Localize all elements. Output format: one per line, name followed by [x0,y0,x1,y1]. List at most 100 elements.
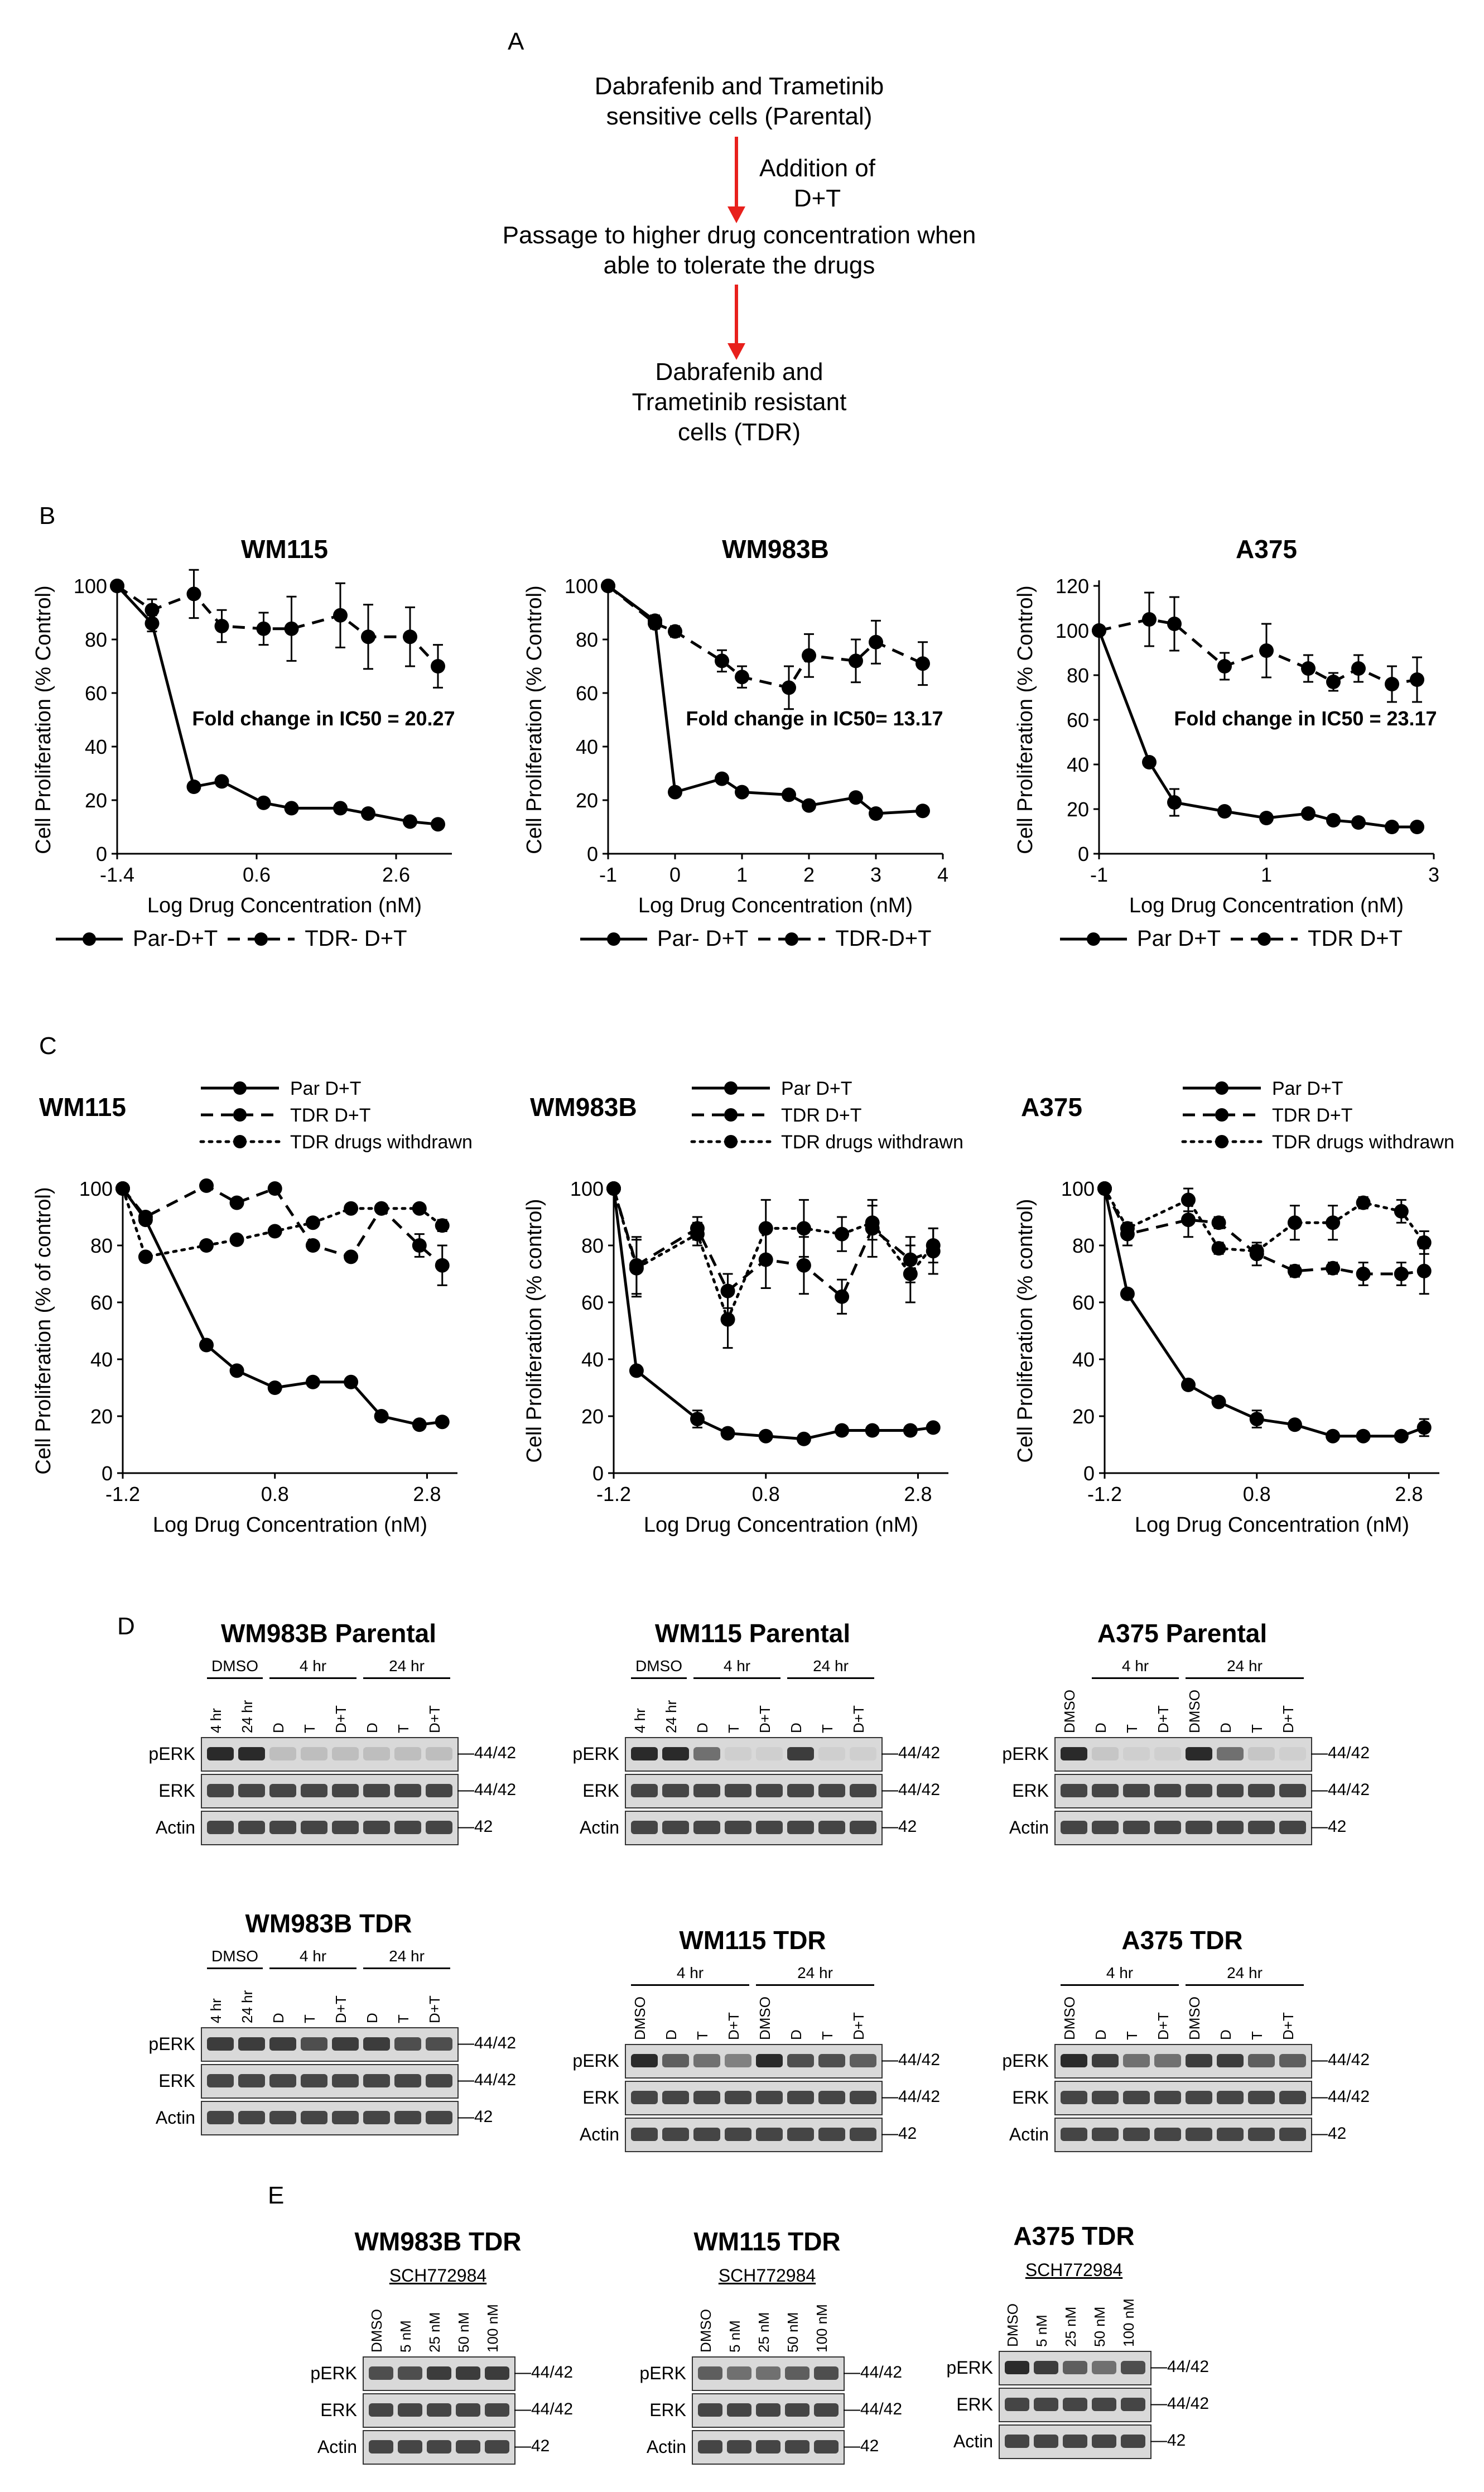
blot-band [662,1747,689,1760]
lane-label: T [395,2014,412,2023]
series-line-solid [121,1187,443,1426]
lane-group-label: DMSO [211,1947,258,1965]
blot-band [301,2111,327,2124]
data-point [1385,820,1399,834]
blot-band [662,1821,689,1834]
blot-band [631,2054,658,2067]
data-point [138,1249,153,1264]
blot-band [238,1747,265,1760]
data-point [735,785,749,800]
lane-label: T [1249,1724,1265,1733]
data-point [1167,617,1182,631]
blot-band [1092,1747,1119,1760]
blot-band [1121,2435,1145,2448]
blot-band [785,2403,810,2417]
blot-row-label: ERK [1012,1781,1049,1801]
data-point [1301,806,1316,821]
blot-band [814,2366,839,2380]
blot-band [850,2128,876,2141]
y-tick-label: 80 [1067,664,1089,687]
lane-label: D [788,1723,804,1733]
lane-group-line [1186,1677,1304,1679]
blot-row-label: Actin [579,1817,619,1837]
blot-strip-actin [201,2101,459,2135]
blot-band [269,2074,296,2087]
y-tick-label: 60 [90,1291,113,1314]
y-axis-label: Cell Proliferation (% Control) [523,585,546,854]
data-point [926,1420,941,1435]
blot-band [269,1784,296,1797]
blot-band [1123,1784,1150,1797]
blot-band [1061,2091,1087,2104]
blot-band [727,2440,751,2453]
blot-row-label: pERK [572,2051,619,2071]
blot-band [1034,2361,1058,2374]
lane-group-label: 4 hr [1121,1657,1149,1675]
lane-label: T [819,1724,836,1733]
blot-row-label: ERK [649,2400,686,2420]
blot-band [394,1747,421,1760]
data-point [305,1215,320,1230]
molecular-weight-label: —42 [457,2108,493,2126]
blot-band [693,1747,720,1760]
y-tick-label: 0 [592,1462,604,1485]
blot-title: A375 Parental [1097,1619,1268,1648]
y-tick-label: 60 [1067,709,1089,732]
blot-band [1279,1747,1306,1760]
data-point [601,579,615,593]
data-point [431,817,445,832]
blot-row-label: pERK [572,1744,619,1764]
blot-band [662,2091,689,2104]
series-line-dashed [1098,618,1418,686]
data-point [1120,1221,1135,1236]
panel-b-letter: B [39,502,56,530]
lane-group-label: 4 hr [299,1657,327,1675]
lane-label: 5 nM [397,2320,414,2353]
blot-band [850,2091,876,2104]
blot-band [698,2440,722,2453]
blot-band [725,1821,751,1834]
panel-c-letter: C [39,1032,57,1060]
data-point [229,1195,244,1210]
molecular-weight-label: —42 [1150,2431,1186,2450]
blot-strip-actin [999,2424,1151,2459]
data-point [1211,1241,1226,1256]
lane-label: T [819,2031,836,2040]
data-point [1259,643,1274,658]
data-point [1416,1263,1432,1278]
blot-band [818,2091,845,2104]
legend-label: TDR drugs withdrawn [1272,1132,1454,1153]
blot-row-label: Actin [317,2437,357,2457]
blot-band [787,1784,814,1797]
data-point [1181,1192,1196,1207]
blot-band [363,2111,390,2124]
data-point [796,1221,811,1236]
blot-strip-perk [1054,1737,1312,1772]
blot-band [1248,1747,1275,1760]
blot-band [1248,2091,1275,2104]
blot-strip-perk [625,2044,883,2079]
lane-group-label: 4 hr [676,1964,704,1981]
treatment-label: SCH772984 [389,2265,487,2286]
blot-band [662,2128,689,2141]
blot-strip-perk [201,2027,459,2062]
blot-band [363,2074,390,2087]
lane-label: DMSO [757,1997,773,2040]
data-point [435,1415,450,1430]
lane-label: T [301,1724,318,1733]
blot-band [693,2128,720,2141]
legend-label: TDR D+T [290,1105,371,1126]
lane-group-line [269,1677,356,1679]
y-tick-label: 100 [1056,619,1089,642]
legend-b-wm115-par: Par-D+T [133,926,218,951]
data-point [606,1181,621,1196]
data-point [412,1238,427,1253]
blot-row-label: Actin [953,2431,993,2451]
data-point [1394,1204,1409,1219]
lane-label: D+T [426,1995,443,2023]
data-point [199,1238,214,1253]
blot-band [1092,1821,1119,1834]
molecular-weight-label: —44/42 [881,1781,941,1799]
molecular-weight-label: —42 [1311,2124,1347,2143]
y-axis-label: Cell Proliferation (% of control) [32,1187,55,1474]
